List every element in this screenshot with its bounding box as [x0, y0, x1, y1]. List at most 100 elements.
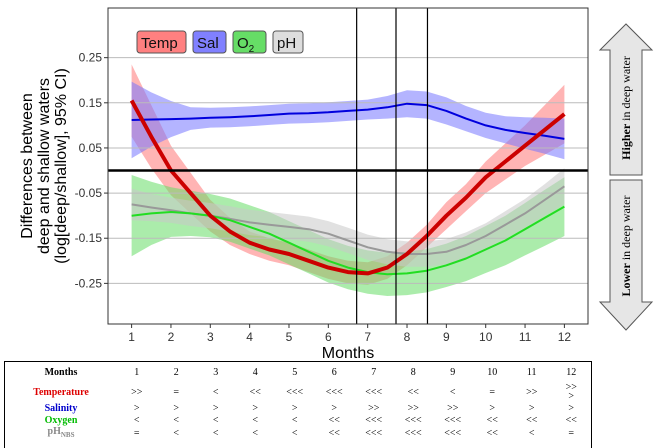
table-cell: < — [173, 414, 180, 426]
table-cell: > — [291, 402, 298, 414]
line-temp — [129, 99, 566, 276]
table-header-month: 5 — [292, 366, 298, 378]
y-tick-labels: 0.25 0.15 0.05 -0.05 -0.15 -0.25 — [75, 51, 108, 290]
table-cell: <<< — [444, 428, 462, 439]
arrow-down-label: Lower in deep water — [619, 196, 633, 297]
table-cell: <<< — [365, 428, 383, 439]
table-header-month: 9 — [450, 366, 456, 378]
table-row: Salinity > > > > > > >> >> >> > > > — [5, 402, 591, 414]
table-cell: >> — [526, 386, 538, 398]
table-header-month: 1 — [134, 366, 140, 378]
legend-swatch — [272, 30, 304, 54]
y-tick-label: -0.05 — [75, 186, 103, 200]
table-row: Oxygen < < < < < << <<< <<< <<< << << << — [5, 414, 591, 426]
legend-item: O2 — [232, 30, 267, 55]
table-cell: <<< — [325, 386, 343, 398]
table-header-month: 3 — [213, 366, 219, 378]
table-row-label: Oxygen — [44, 414, 78, 426]
band-sal — [131, 81, 565, 160]
table-cell: > — [331, 402, 338, 414]
table-cell: << — [328, 414, 340, 426]
chart: Differences between deep and shallow wate… — [19, 7, 654, 360]
y-axis-title: Differences between deep and shallow wate… — [19, 68, 70, 264]
legend-swatch — [192, 30, 227, 54]
table-cell: << — [565, 414, 577, 426]
table-cell: < — [212, 428, 219, 439]
direction-arrows: Higher in deep water Lower in deep water — [598, 23, 654, 331]
confidence-bands — [131, 64, 565, 296]
legend-label: pH — [277, 35, 296, 52]
line-sal — [131, 102, 565, 140]
table-cell: >> — [407, 402, 419, 414]
table-header-month: 2 — [173, 366, 179, 378]
arrow-up-label: Higher in deep water — [619, 56, 633, 160]
y-axis-title-line: Differences between — [19, 93, 36, 239]
table-row-label: Temperature — [33, 386, 89, 398]
x-tick-label: 11 — [519, 330, 532, 344]
y-tick-label: -0.25 — [75, 276, 103, 290]
table-cell: < — [528, 428, 535, 439]
y-axis-title-line: (log[deep/shallow], 95% CI) — [53, 68, 70, 264]
table-cell: < — [291, 428, 298, 439]
table-cell: << — [486, 428, 498, 439]
x-tick-label: 6 — [325, 330, 332, 344]
table-cell: <<< — [404, 428, 422, 439]
table-cell: > — [173, 402, 180, 414]
table-cell: > — [568, 402, 575, 414]
legend-item: pH — [272, 30, 304, 54]
legend: Temp Sal O2 pH — [136, 30, 304, 55]
table-cell: < — [212, 386, 219, 398]
legend-label: Temp — [141, 35, 178, 52]
table-cell: = — [489, 386, 496, 398]
y-tick-label: 0.05 — [79, 141, 103, 155]
table-header-month: 11 — [526, 366, 537, 378]
table-cell: << — [407, 386, 419, 398]
table-cell: <<< — [404, 414, 422, 426]
table-cell: = — [568, 428, 575, 439]
table-cell: < — [212, 414, 219, 426]
table-row-label: Salinity — [44, 402, 78, 414]
table-cell: << — [249, 386, 261, 398]
x-tick-label: 7 — [364, 330, 371, 344]
table-header-month: 12 — [566, 366, 577, 378]
table-header-month: 8 — [410, 366, 416, 378]
legend-label: O2 — [237, 35, 255, 55]
table-cell: << — [486, 414, 498, 426]
y-tick-label: 0.25 — [79, 51, 103, 65]
table-cell: > — [489, 402, 496, 414]
table-cell: <<< — [365, 414, 383, 426]
x-tick-label: 3 — [207, 330, 214, 344]
table-cell: > — [528, 402, 535, 414]
table-cell: < — [252, 428, 259, 439]
arrow-up — [598, 23, 654, 176]
line-o2 — [131, 205, 565, 276]
table-row-label: pHNBS — [47, 426, 75, 439]
table-cell: > — [212, 402, 219, 414]
table-cell: <<< — [444, 414, 462, 426]
x-tick-labels: 1 2 3 4 5 6 7 8 9 10 11 12 — [128, 324, 571, 344]
summary-table: Months 1 2 3 4 5 6 7 8 9 10 11 12 Temperature >> = < << <<… — [4, 361, 592, 448]
y-axis-title-line: deep and shallow waters — [36, 78, 53, 254]
table-cell: <<< — [365, 386, 383, 398]
table-cell: >> > — [565, 382, 577, 402]
x-tick-label: 4 — [246, 330, 253, 344]
table-cell: << — [526, 414, 538, 426]
table-cell: >> — [368, 402, 380, 414]
table-cell: >> — [131, 386, 143, 398]
table-header-row: Months 1 2 3 4 5 6 7 8 9 10 11 12 — [5, 362, 591, 382]
plot-frame — [107, 7, 589, 325]
table-header-month: 7 — [371, 366, 377, 378]
y-tick-label: 0.15 — [79, 96, 103, 110]
table-header-month: 10 — [487, 366, 498, 378]
table-header-month: 4 — [252, 366, 258, 378]
x-tick-label: 8 — [404, 330, 411, 344]
legend-item: Sal — [192, 30, 227, 54]
table-cell: >> — [447, 402, 459, 414]
table-cell: < — [133, 414, 140, 426]
x-axis-title: Months — [322, 345, 374, 360]
table-cell: < — [252, 414, 259, 426]
table-header-month: 6 — [331, 366, 337, 378]
vertical-reference-lines — [108, 8, 588, 324]
table-cell: <<< — [286, 386, 304, 398]
band-ph — [131, 168, 565, 267]
